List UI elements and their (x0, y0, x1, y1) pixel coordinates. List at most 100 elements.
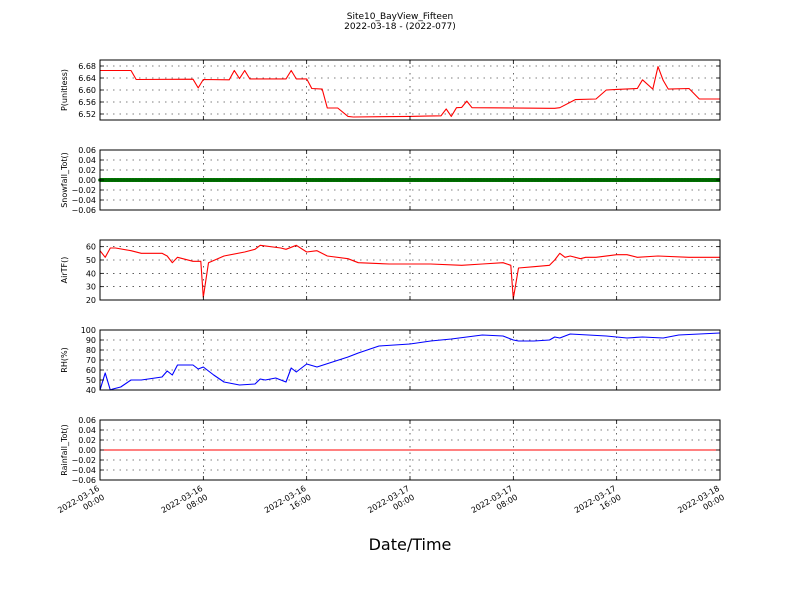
y-tick-label: 0.04 (78, 156, 96, 165)
data-point (608, 178, 612, 182)
data-point (215, 178, 219, 182)
x-axis: 2022-03-1600:00 2022-03-1608:00 2022-03-16… (56, 484, 726, 524)
data-point (239, 178, 243, 182)
panel-2: −0.06−0.04−0.020.000.020.040.06 Snowfall_… (60, 146, 721, 215)
y-tick-label: 6.68 (78, 62, 96, 71)
data-point (257, 178, 261, 182)
y-tick-label: 6.64 (78, 74, 96, 83)
data-point (149, 178, 153, 182)
data-point (440, 178, 444, 182)
data-point (296, 178, 300, 182)
data-point (449, 178, 453, 182)
data-point (359, 178, 363, 182)
series-line-1 (99, 332, 721, 391)
data-point (689, 178, 693, 182)
x-tick-label: 2022-03-1608:00 (160, 484, 210, 524)
data-point (503, 178, 507, 182)
data-point (143, 178, 147, 182)
data-point (527, 178, 531, 182)
data-point (707, 178, 711, 182)
data-point (398, 178, 402, 182)
data-point (662, 178, 666, 182)
data-point (386, 178, 390, 182)
data-point (704, 178, 708, 182)
data-point (221, 178, 225, 182)
series-line-1 (100, 66, 720, 118)
data-point (713, 178, 717, 182)
data-point (383, 178, 387, 182)
data-point (290, 178, 294, 182)
data-point (509, 178, 513, 182)
x-tick-label: 2022-03-1616:00 (263, 484, 313, 524)
data-point (653, 178, 657, 182)
data-point (269, 178, 273, 182)
data-point (578, 178, 582, 182)
data-point (284, 178, 288, 182)
data-point (368, 178, 372, 182)
data-point (635, 178, 639, 182)
data-point (572, 178, 576, 182)
data-point (134, 178, 138, 182)
data-point (605, 178, 609, 182)
data-point (347, 178, 351, 182)
y-tick-label: 70 (86, 356, 96, 365)
data-point (155, 178, 159, 182)
data-point (254, 178, 258, 182)
panel-3: 20 30 40 50 60 AirTF() (60, 239, 721, 305)
data-point (455, 178, 459, 182)
data-point (338, 178, 342, 182)
data-point (677, 178, 681, 182)
data-point (116, 178, 120, 182)
data-point (665, 178, 669, 182)
data-point (236, 178, 240, 182)
data-point (542, 178, 546, 182)
data-point (545, 178, 549, 182)
data-point (389, 178, 393, 182)
data-point (404, 178, 408, 182)
data-point (260, 178, 264, 182)
data-point (590, 178, 594, 182)
data-point (413, 178, 417, 182)
data-point (251, 178, 255, 182)
y-tick-label: −0.06 (71, 206, 96, 215)
data-point (179, 178, 183, 182)
y-tick-label: 0.02 (78, 436, 96, 445)
y-tick-label: 0.00 (78, 446, 96, 455)
data-point (272, 178, 276, 182)
data-point (659, 178, 663, 182)
data-point (287, 178, 291, 182)
data-point (350, 178, 354, 182)
data-point (632, 178, 636, 182)
data-point (266, 178, 270, 182)
data-point (599, 178, 603, 182)
x-tick-label: 2022-03-1716:00 (573, 484, 623, 524)
data-point (230, 178, 234, 182)
data-point (482, 178, 486, 182)
data-point (323, 178, 327, 182)
data-point (110, 178, 114, 182)
data-point (686, 178, 690, 182)
data-point (311, 178, 315, 182)
data-point (539, 178, 543, 182)
data-point (194, 178, 198, 182)
y-tick-label: −0.02 (71, 186, 96, 195)
data-point (473, 178, 477, 182)
data-point (611, 178, 615, 182)
data-point (695, 178, 699, 182)
y-tick-label: 20 (86, 296, 96, 305)
data-point (698, 178, 702, 182)
data-point (245, 178, 249, 182)
data-point (170, 178, 174, 182)
data-point (209, 178, 213, 182)
data-point (422, 178, 426, 182)
y-axis-label: P(unitless) (60, 69, 69, 111)
data-point (113, 178, 117, 182)
data-point (488, 178, 492, 182)
data-point (164, 178, 168, 182)
panels: 6.526.566.606.646.68P(unitless)−0.06−0.0… (60, 59, 721, 485)
data-point (329, 178, 333, 182)
data-point (353, 178, 357, 182)
data-point (515, 178, 519, 182)
chart-title: Site10_BayView_Fifteen (347, 12, 453, 22)
y-tick-label: 0.02 (78, 166, 96, 175)
